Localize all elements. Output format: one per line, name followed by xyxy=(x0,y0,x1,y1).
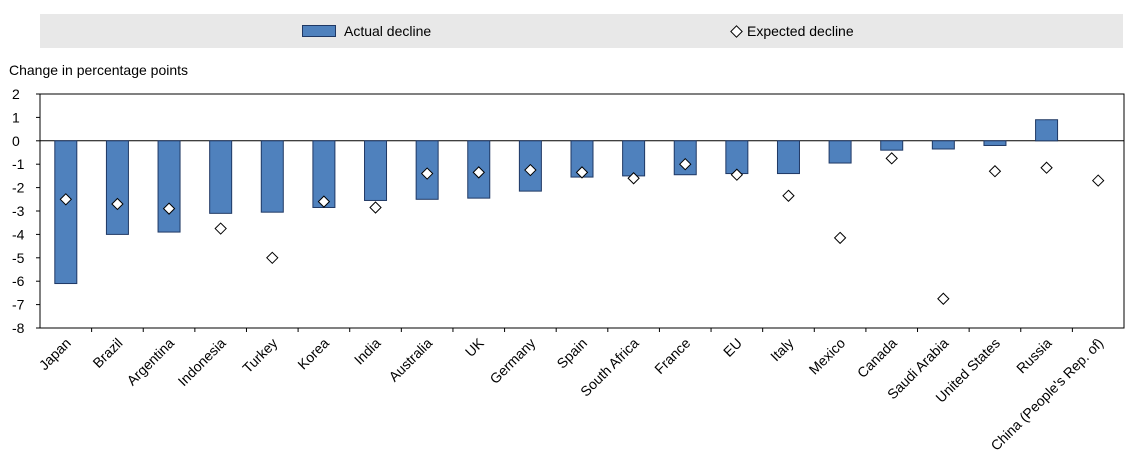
expected-marker-5 xyxy=(317,195,331,208)
expected-marker-17 xyxy=(937,292,950,305)
y-tick-label: -3 xyxy=(12,203,25,219)
bar-19 xyxy=(1035,119,1059,142)
expected-marker-8 xyxy=(472,166,485,179)
expected-marker-6 xyxy=(369,201,382,214)
y-tick-label: -6 xyxy=(12,273,25,289)
x-tick-label-8: UK xyxy=(462,334,488,360)
expected-marker-7 xyxy=(420,167,434,180)
legend-actual-label: Actual decline xyxy=(344,23,432,39)
expected-marker-11 xyxy=(627,172,640,185)
bar-1 xyxy=(105,140,129,235)
x-tick-label-13: EU xyxy=(720,335,745,360)
bar-11 xyxy=(622,140,646,177)
x-tick-label-19: Russia xyxy=(1013,335,1055,377)
bar-2 xyxy=(157,140,181,233)
y-tick-label: -5 xyxy=(12,250,25,266)
bar-18 xyxy=(983,140,1007,146)
expected-marker-10 xyxy=(575,166,589,179)
x-tick-label-15: Mexico xyxy=(806,335,849,378)
legend-expected-label: Expected decline xyxy=(747,23,854,39)
expected-marker-14 xyxy=(782,189,795,202)
expected-marker-16 xyxy=(885,152,898,165)
x-tick-label-6: India xyxy=(351,335,384,368)
plot-frame xyxy=(39,93,1125,329)
legend-item-actual: Actual decline xyxy=(302,14,431,48)
x-tick-label-5: Korea xyxy=(294,335,332,373)
expected-marker-0 xyxy=(59,193,73,206)
bar-6 xyxy=(364,140,388,201)
y-tick-label: -2 xyxy=(12,180,25,196)
bar-17 xyxy=(931,140,955,150)
x-tick-label-14: Italy xyxy=(767,335,796,364)
y-tick-label: 1 xyxy=(12,109,20,125)
expected-marker-12 xyxy=(679,157,692,171)
y-tick-label: -8 xyxy=(12,320,25,336)
y-tick-label: -7 xyxy=(12,297,25,313)
expected-marker-1 xyxy=(111,197,124,211)
x-tick-label-3: Indonesia xyxy=(175,335,229,389)
bar-15 xyxy=(828,140,852,164)
expected-marker-20 xyxy=(1091,174,1105,187)
bar-3 xyxy=(209,140,233,214)
expected-marker-15 xyxy=(833,231,847,245)
y-axis-label: Change in percentage points xyxy=(9,62,189,78)
x-tick-label-2: Argentina xyxy=(123,335,177,389)
x-tick-label-10: Spain xyxy=(553,335,590,372)
bar-12 xyxy=(673,140,697,176)
bar-0 xyxy=(54,140,78,285)
expected-marker-9 xyxy=(524,163,537,177)
legend: Actual decline Expected decline xyxy=(40,14,1123,48)
expected-marker-13 xyxy=(730,168,744,181)
bar-14 xyxy=(776,140,800,175)
x-tick-label-9: Germany xyxy=(486,335,538,387)
legend-item-expected: Expected decline xyxy=(730,14,854,48)
x-tick-label-16: Canada xyxy=(854,335,900,381)
x-tick-label-1: Brazil xyxy=(89,335,125,371)
x-tick-label-12: France xyxy=(651,335,693,377)
bar-4 xyxy=(260,140,284,213)
legend-bar-swatch xyxy=(302,25,336,37)
expected-marker-19 xyxy=(1040,161,1053,174)
bar-16 xyxy=(880,140,904,151)
expected-marker-3 xyxy=(214,222,227,235)
y-tick-label: 2 xyxy=(12,86,20,102)
y-tick-label: -4 xyxy=(12,226,25,242)
expected-marker-2 xyxy=(162,202,176,215)
expected-marker-4 xyxy=(266,251,279,265)
x-tick-label-7: Australia xyxy=(385,335,435,385)
y-tick-label: -1 xyxy=(12,156,25,172)
x-tick-label-0: Japan xyxy=(36,335,74,373)
x-tick-label-4: Turkey xyxy=(239,335,280,376)
expected-marker-18 xyxy=(988,165,1002,178)
y-tick-label: 0 xyxy=(12,133,20,149)
